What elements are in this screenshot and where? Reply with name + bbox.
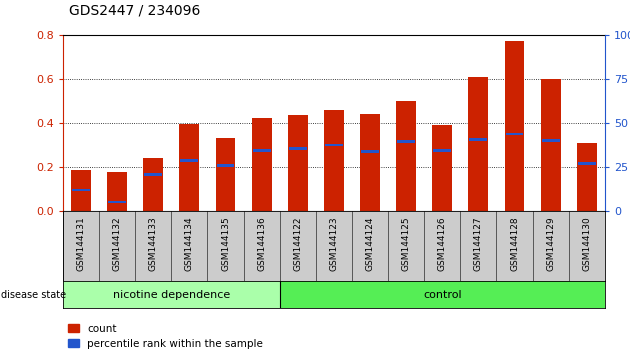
Bar [71,170,91,211]
Legend: count, percentile rank within the sample: count, percentile rank within the sample [68,324,263,349]
Text: GSM144136: GSM144136 [257,216,266,271]
Bar [325,144,343,146]
Bar [252,118,272,211]
Bar [396,101,416,211]
Bar [578,162,596,165]
Text: GSM144126: GSM144126 [438,216,447,271]
Text: GSM144131: GSM144131 [77,216,86,271]
Bar [360,114,380,211]
Bar [108,201,126,203]
Text: GSM144130: GSM144130 [582,216,591,271]
Bar [280,281,605,308]
Bar [288,115,307,211]
Bar [253,149,271,152]
Bar [541,79,561,211]
Bar [469,138,488,141]
Text: control: control [423,290,462,300]
Bar [72,189,90,191]
Bar [107,172,127,211]
Bar [180,159,198,161]
Bar [505,133,524,135]
Bar [432,125,452,211]
Text: GSM144133: GSM144133 [149,216,158,271]
Text: GSM144128: GSM144128 [510,216,519,271]
Text: GSM144122: GSM144122 [294,216,302,271]
Text: GSM144123: GSM144123 [329,216,338,271]
Bar [217,164,234,167]
Bar [144,173,163,176]
Bar [577,143,597,211]
Bar [542,139,559,142]
Bar [433,149,451,152]
Text: GSM144134: GSM144134 [185,216,194,271]
Bar [180,124,199,211]
Text: GSM144124: GSM144124 [365,216,374,271]
Bar [144,158,163,211]
Text: disease state: disease state [1,290,66,300]
Bar [469,77,488,211]
Bar [215,138,236,211]
Bar [505,41,524,211]
Text: GSM144129: GSM144129 [546,216,555,271]
Text: nicotine dependence: nicotine dependence [113,290,230,300]
Bar [397,140,415,143]
Text: GDS2447 / 234096: GDS2447 / 234096 [69,4,201,18]
Text: GSM144132: GSM144132 [113,216,122,271]
Bar [324,110,344,211]
Bar [289,147,307,149]
Text: GSM144127: GSM144127 [474,216,483,271]
Bar [63,281,280,308]
Bar [361,150,379,153]
Text: GSM144125: GSM144125 [402,216,411,271]
Text: GSM144135: GSM144135 [221,216,230,271]
